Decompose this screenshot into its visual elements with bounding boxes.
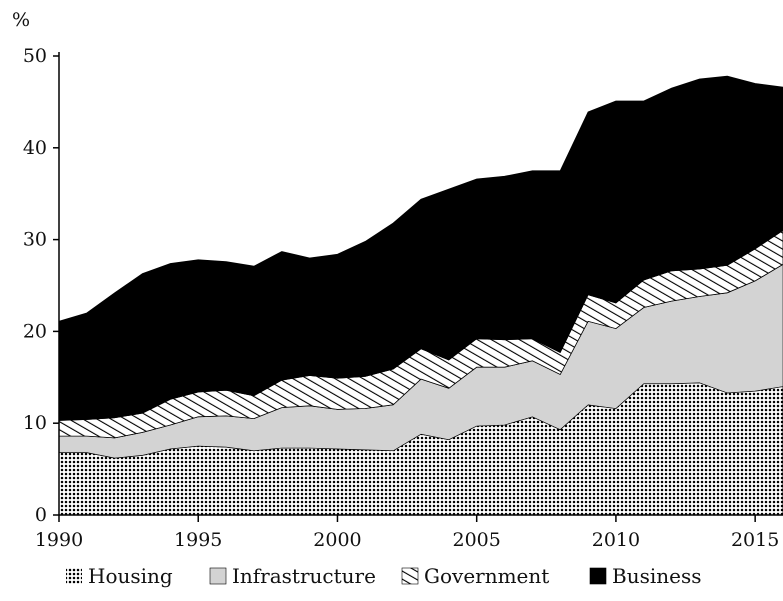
legend: Housing Infrastructure Government Business <box>66 564 701 588</box>
legend-label-government: Government <box>424 564 549 588</box>
y-unit-label: % <box>12 9 30 31</box>
x-tick-label: 1995 <box>174 529 222 551</box>
y-tick-label: 50 <box>23 45 47 67</box>
x-tick-label: 2010 <box>592 529 640 551</box>
y-tick-label: 20 <box>23 320 47 342</box>
x-tick-label: 1990 <box>35 529 83 551</box>
y-tick-label: 10 <box>23 412 47 434</box>
axes: 0 10 20 30 40 50 1990 1995 2000 2005 2010 2015 <box>23 45 783 551</box>
legend-swatch-government <box>401 567 419 585</box>
plot-area <box>58 75 783 516</box>
legend-label-housing: Housing <box>88 564 173 588</box>
y-tick-label: 30 <box>23 229 47 251</box>
y-tick-label: 40 <box>23 137 47 159</box>
legend-swatch-housing <box>66 568 82 584</box>
legend-swatch-infrastructure <box>209 567 227 585</box>
x-tick-label: 2000 <box>313 529 361 551</box>
x-tick-label: 2015 <box>731 529 779 551</box>
legend-label-infrastructure: Infrastructure <box>232 564 376 588</box>
legend-label-business: Business <box>612 564 701 588</box>
y-tick-label: 0 <box>35 504 47 526</box>
x-tick-label: 2005 <box>453 529 501 551</box>
series-area-business <box>58 75 783 421</box>
legend-swatch-business <box>589 567 607 585</box>
